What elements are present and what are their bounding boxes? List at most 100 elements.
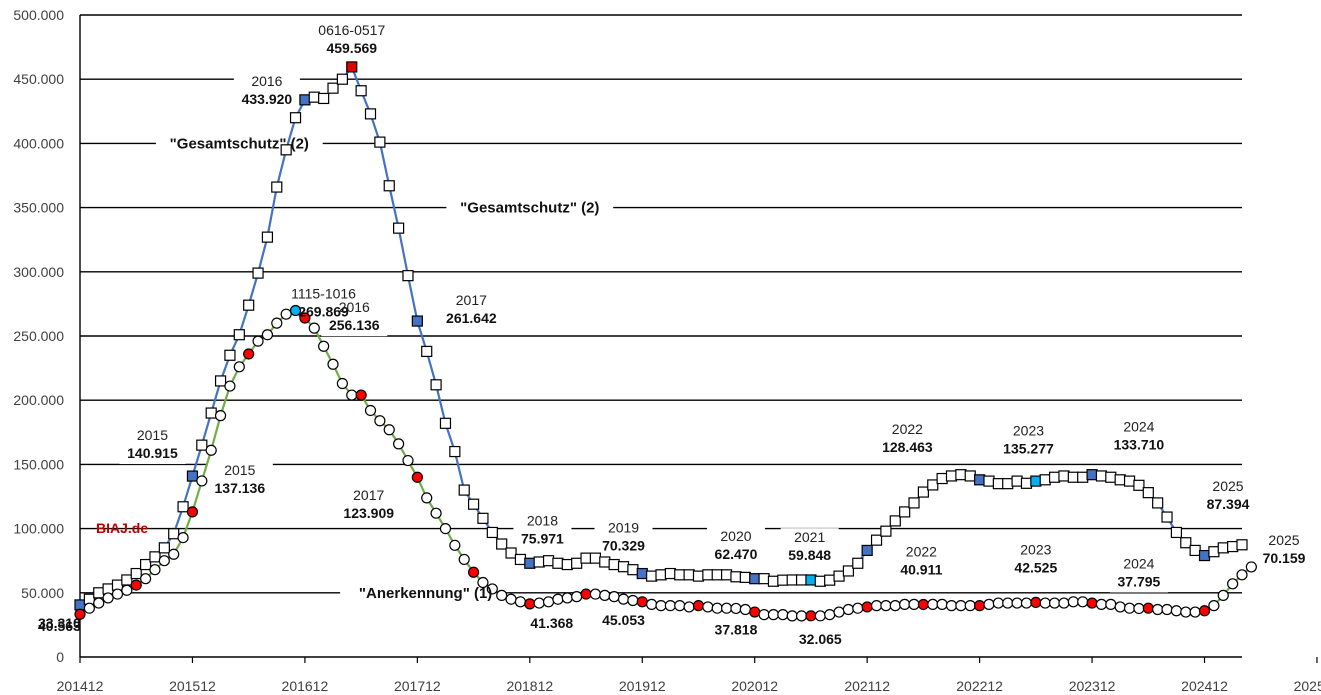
data-point — [158, 542, 170, 554]
data-point — [280, 308, 292, 320]
data-label: 37.818 — [715, 621, 758, 637]
data-point — [83, 602, 95, 614]
data-label: 70.329 — [602, 538, 645, 554]
data-point-highlight — [299, 94, 311, 106]
data-point-highlight — [243, 348, 255, 360]
data-point — [261, 329, 274, 341]
data-point — [1058, 597, 1070, 609]
data-point — [196, 475, 208, 487]
data-label-year: 2015 — [137, 427, 168, 443]
data-point — [327, 82, 339, 94]
data-point — [561, 558, 573, 571]
data-point-highlight — [974, 474, 986, 486]
data-point — [608, 558, 620, 571]
data-point — [430, 507, 442, 519]
data-label-year: 2024 — [1123, 555, 1154, 571]
data-point — [655, 569, 667, 581]
y-tick-label: 100.000 — [13, 521, 64, 537]
data-point — [449, 445, 461, 458]
label-background — [874, 420, 941, 459]
label-background — [206, 460, 273, 499]
data-point — [786, 610, 798, 622]
data-point — [992, 478, 1004, 490]
data-point — [121, 584, 133, 596]
data-point — [1189, 544, 1201, 557]
data-point — [608, 591, 620, 603]
data-point — [168, 528, 180, 540]
data-label-year: 2022 — [906, 543, 937, 559]
data-point — [514, 596, 527, 608]
y-tick-label: 450.000 — [13, 71, 64, 87]
data-point — [271, 181, 283, 193]
data-point — [318, 92, 330, 105]
data-point-highlight — [974, 600, 986, 612]
y-tick-label: 0 — [56, 649, 64, 665]
data-point — [318, 340, 330, 352]
data-label-year: 0616-0517 — [318, 22, 385, 38]
x-axis: 201412 201512 201612 201712 201812 201912 2020… — [57, 657, 1321, 694]
series-labels: "Gesamtschutz" (2) "Gesamtschutz" (2) "Ane… — [170, 135, 600, 601]
data-point — [599, 556, 611, 568]
data-label-year: 2019 — [608, 520, 639, 536]
data-point — [899, 506, 911, 518]
data-point — [1123, 602, 1136, 614]
x-tick-label: 201612 — [282, 678, 329, 694]
label-background — [310, 20, 393, 59]
data-point — [139, 573, 152, 585]
data-point — [1011, 475, 1023, 487]
data-label: 269.869 — [298, 303, 349, 319]
data-point — [233, 329, 245, 341]
label-background — [1105, 417, 1172, 456]
data-point — [730, 571, 742, 583]
label-background — [1006, 540, 1065, 579]
data-point — [214, 410, 227, 422]
data-point — [327, 358, 339, 370]
data-point — [439, 417, 452, 429]
data-point — [627, 594, 639, 607]
y-tick-label: 200.000 — [13, 392, 64, 408]
data-point — [1227, 540, 1239, 553]
data-point — [271, 317, 283, 329]
data-point — [1039, 474, 1051, 486]
data-point — [346, 389, 358, 401]
gridlines — [79, 14, 1242, 658]
data-point — [1095, 470, 1108, 482]
data-point — [1002, 478, 1014, 490]
data-point — [252, 335, 264, 347]
x-tick-label: 201712 — [394, 678, 441, 694]
data-point — [842, 603, 855, 616]
data-point — [336, 377, 348, 390]
data-point — [383, 424, 395, 436]
data-point-highlight — [805, 610, 817, 622]
data-point — [589, 552, 602, 564]
data-point — [646, 570, 658, 582]
data-label-year: 2018 — [527, 512, 558, 528]
data-point — [927, 479, 939, 491]
label-background — [321, 298, 388, 337]
y-tick-label: 150.000 — [13, 456, 64, 472]
data-label: 40.563 — [38, 618, 81, 634]
data-point — [927, 598, 939, 610]
data-point — [702, 569, 714, 581]
data-point — [795, 574, 808, 586]
data-point — [421, 345, 433, 358]
data-label-year: 2016 — [251, 73, 282, 89]
data-point — [355, 85, 367, 97]
data-point — [617, 593, 630, 605]
label-background — [438, 291, 505, 330]
x-tick-label: 202112 — [844, 678, 890, 694]
data-point — [1067, 596, 1079, 608]
data-point — [777, 574, 789, 586]
data-point — [1236, 569, 1248, 581]
data-point — [1245, 561, 1257, 573]
data-point — [664, 600, 676, 612]
data-point — [1142, 487, 1154, 499]
data-point — [711, 602, 723, 614]
data-point — [374, 136, 386, 148]
data-point — [1048, 471, 1061, 483]
x-tick-label: 201512 — [169, 678, 216, 694]
data-point-highlight — [1030, 475, 1042, 487]
data-point-highlight — [636, 596, 648, 608]
data-point — [1227, 578, 1239, 590]
data-point — [505, 547, 517, 559]
